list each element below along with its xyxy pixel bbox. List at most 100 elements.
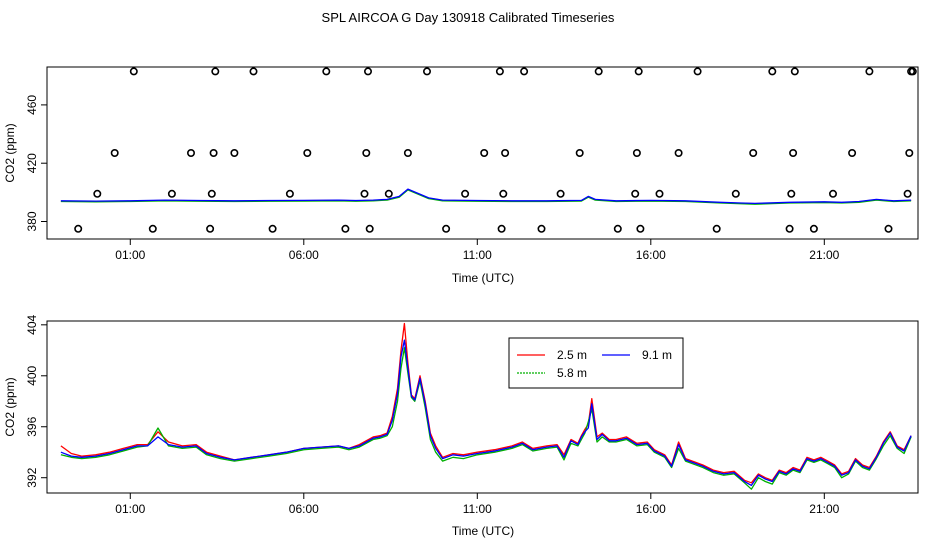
calibration-point-57 [884, 224, 893, 233]
x-tick-label-top-4: 21:00 [809, 248, 839, 262]
calibration-point-26 [461, 189, 470, 198]
calibration-point-41 [636, 224, 645, 233]
y-tick-label-bottom-0: 392 [25, 467, 39, 487]
calibration-point-54 [828, 189, 837, 198]
calibration-point-46 [731, 189, 740, 198]
calibration-point-22 [384, 189, 393, 198]
y-tick-label-bottom-1: 396 [25, 416, 39, 436]
calibration-point-21 [365, 224, 374, 233]
calibration-point-47 [749, 149, 758, 158]
calibration-point-44 [693, 67, 702, 76]
calibration-point-43 [674, 149, 683, 158]
calibration-point-36 [594, 67, 603, 76]
legend: 2.5 m 9.1 m 5.8 m [508, 337, 684, 389]
series-lines-top [60, 188, 912, 205]
axes-bottom: 01:00 06:00 11:00 16:00 21:00 392 396 400 404 [25, 314, 840, 516]
calibration-point-25 [442, 224, 451, 233]
x-tick-label-top-1: 06:00 [289, 248, 319, 262]
calibration-markers [74, 67, 917, 233]
calibration-point-37 [613, 224, 622, 233]
axes-top: 01:00 06:00 11:00 16:00 21:00 380 420 460 [25, 95, 840, 262]
calibration-point-53 [809, 224, 818, 233]
x-tick-label-top-2: 11:00 [463, 248, 492, 262]
series-line-bottom-5-8-m [60, 347, 912, 490]
calibration-point-23 [403, 149, 412, 158]
y-tick-label-bottom-3: 404 [25, 314, 39, 334]
calibration-point-13 [268, 224, 277, 233]
calibration-point-5 [167, 189, 176, 198]
x-tick-label-bottom-4: 21:00 [809, 502, 839, 516]
legend-label-9-1m: 9.1 m [642, 348, 672, 362]
calibration-point-29 [497, 224, 506, 233]
calibration-point-32 [520, 67, 529, 76]
calibration-point-33 [537, 224, 546, 233]
y-tick-label-bottom-2: 400 [25, 365, 39, 385]
calibration-point-24 [422, 67, 431, 76]
calibration-point-20 [363, 67, 372, 76]
calibration-point-42 [655, 189, 664, 198]
calibration-point-30 [499, 189, 508, 198]
chart-title: SPL AIRCOA G Day 130918 Calibrated Times… [322, 10, 615, 25]
calibration-point-14 [285, 189, 294, 198]
series-line-bottom-9-1-m [60, 339, 912, 487]
calibration-point-9 [209, 149, 218, 158]
calibration-point-19 [362, 149, 371, 158]
legend-box [508, 337, 684, 389]
x-tick-label-top-3: 16:00 [636, 248, 666, 262]
y-axis-label-top: CO2 (ppm) [3, 123, 17, 182]
calibration-point-50 [787, 189, 796, 198]
calibration-point-35 [575, 149, 584, 158]
calibration-point-16 [322, 67, 331, 76]
calibration-point-51 [789, 149, 798, 158]
calibration-point-28 [495, 67, 504, 76]
calibration-point-27 [480, 149, 489, 158]
calibration-point-4 [148, 224, 157, 233]
calibration-point-58 [903, 189, 912, 198]
x-tick-label-bottom-3: 16:00 [636, 502, 666, 516]
y-tick-label-top-2: 460 [25, 95, 39, 115]
calibration-point-8 [207, 189, 216, 198]
x-tick-label-bottom-2: 11:00 [463, 502, 492, 516]
x-tick-label-bottom-0: 01:00 [115, 502, 145, 516]
calibration-point-48 [768, 67, 777, 76]
calibration-point-0 [74, 224, 83, 233]
calibration-point-2 [110, 149, 119, 158]
calibration-point-3 [129, 67, 138, 76]
calibration-point-12 [249, 67, 258, 76]
series-line-top-9-1-m [60, 188, 912, 205]
calibration-point-18 [360, 189, 369, 198]
calibration-point-39 [632, 149, 641, 158]
x-tick-label-top-0: 01:00 [115, 248, 145, 262]
calibration-point-52 [790, 67, 799, 76]
plot-frame-bottom [46, 320, 919, 494]
calibration-point-59 [905, 149, 914, 158]
series-lines-bottom [60, 322, 912, 490]
calibration-point-61 [908, 67, 917, 76]
calibration-point-10 [211, 67, 220, 76]
x-axis-label-bottom: Time (UTC) [452, 524, 514, 538]
calibration-point-40 [634, 67, 643, 76]
series-line-bottom-2-5-m [60, 322, 912, 484]
y-tick-label-top-1: 420 [25, 153, 39, 173]
series-line-top-5-8-m [60, 189, 912, 205]
calibration-point-34 [556, 189, 565, 198]
plot-frame-top [46, 66, 919, 240]
calibration-point-1 [93, 189, 102, 198]
calibration-point-17 [341, 224, 350, 233]
calibration-plot: Time (UTC) CO2 (ppm) 01:00 06:00 11:00 16:0… [3, 66, 919, 285]
x-axis-label-top: Time (UTC) [452, 271, 514, 285]
calibration-point-55 [848, 149, 857, 158]
y-tick-label-top-0: 380 [25, 211, 39, 231]
y-axis-label-bottom: CO2 (ppm) [3, 377, 17, 436]
legend-label-2-5m: 2.5 m [557, 348, 587, 362]
timeseries-plot: Time (UTC) CO2 (ppm) 01:00 06:00 11:00 16:0… [3, 314, 919, 538]
legend-label-5-8m: 5.8 m [557, 366, 587, 380]
calibration-point-45 [712, 224, 721, 233]
calibration-point-15 [303, 149, 312, 158]
calibration-point-7 [206, 224, 215, 233]
calibration-point-49 [785, 224, 794, 233]
calibration-point-31 [501, 149, 510, 158]
calibration-point-38 [631, 189, 640, 198]
calibration-point-56 [865, 67, 874, 76]
